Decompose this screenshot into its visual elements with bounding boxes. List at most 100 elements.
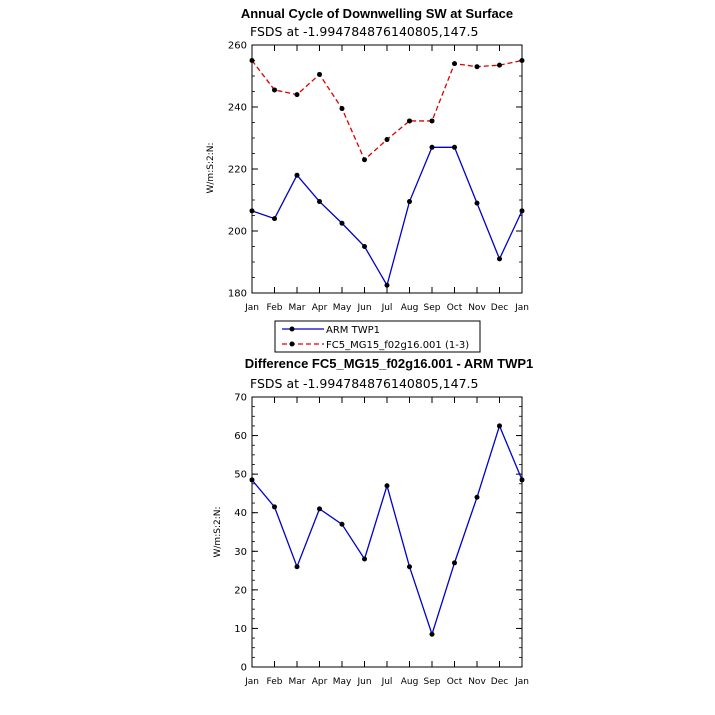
y-tick-label: 10 bbox=[234, 624, 247, 635]
x-tick-label: Jan bbox=[514, 303, 529, 313]
x-tick-label: Apr bbox=[312, 677, 328, 687]
chart1-point-0-11 bbox=[497, 256, 502, 262]
chart1-point-1-12 bbox=[519, 58, 525, 63]
chart2-point-0-10 bbox=[474, 494, 480, 500]
x-tick-label: Nov bbox=[468, 677, 486, 687]
chart1-axes: 180 200 220 240 260 Jan Feb Mar Apr May Jun Jul Aug S… bbox=[228, 41, 529, 314]
chart2-series-line-0 bbox=[251, 424, 523, 637]
chart2-frame bbox=[251, 396, 523, 668]
x-tick-label: Feb bbox=[267, 677, 283, 687]
chart2-point-0-5 bbox=[362, 556, 367, 562]
chart1-point-0-9 bbox=[452, 144, 457, 150]
x-tick-label: Jun bbox=[356, 303, 371, 313]
chart1-point-1-8 bbox=[429, 118, 435, 124]
chart1-point-0-1 bbox=[272, 216, 277, 222]
chart1-series bbox=[249, 58, 525, 288]
x-tick-label: Jan bbox=[244, 677, 259, 687]
chart-annual-cycle: Annual Cycle of Downwelling SW at Surfac… bbox=[206, 6, 529, 353]
chart1-point-1-5 bbox=[362, 157, 367, 163]
x-tick-label: Dec bbox=[491, 303, 508, 313]
x-tick-label: Sep bbox=[424, 677, 441, 687]
y-tick-label: 30 bbox=[234, 547, 247, 558]
chart1-point-0-2 bbox=[294, 172, 300, 178]
chart1-title: Annual Cycle of Downwelling SW at Surfac… bbox=[241, 6, 513, 21]
chart1-point-0-5 bbox=[362, 244, 367, 249]
y-tick-label: 200 bbox=[228, 227, 247, 238]
chart1-subtitle: FSDS at -1.994784876140805,147.5 bbox=[250, 24, 478, 39]
x-tick-label: Feb bbox=[267, 303, 283, 313]
chart-difference: Difference FC5_MG15_f02g16.001 - ARM TWP… bbox=[213, 356, 533, 687]
chart1-series-line-1 bbox=[251, 59, 523, 161]
chart2-point-0-12 bbox=[519, 477, 525, 483]
chart1-point-0-6 bbox=[384, 282, 390, 288]
y-tick-label: 20 bbox=[234, 585, 247, 596]
chart1-point-1-0 bbox=[249, 58, 255, 63]
chart2-point-0-1 bbox=[272, 504, 277, 510]
legend-label-fc5: FC5_MG15_f02g16.001 (1-3) bbox=[326, 340, 469, 351]
x-tick-label: Aug bbox=[401, 677, 419, 687]
chart1-point-1-7 bbox=[407, 118, 412, 124]
chart1-point-0-3 bbox=[317, 199, 322, 205]
chart1-point-1-2 bbox=[294, 92, 300, 98]
x-tick-label: Oct bbox=[447, 303, 463, 313]
legend-label-arm: ARM TWP1 bbox=[326, 325, 380, 336]
chart2-point-0-2 bbox=[294, 564, 300, 570]
chart1-point-0-4 bbox=[339, 220, 345, 226]
x-tick-label: Jul bbox=[381, 677, 393, 687]
y-tick-label: 60 bbox=[234, 431, 247, 442]
chart1-point-0-12 bbox=[519, 208, 525, 214]
legend-marker-arm bbox=[289, 326, 295, 332]
chart1-point-0-8 bbox=[429, 144, 435, 150]
chart2-subtitle: FSDS at -1.994784876140805,147.5 bbox=[250, 376, 478, 391]
chart2-ylabel: W/m:S:2:N: bbox=[213, 507, 223, 558]
chart2-point-0-3 bbox=[317, 506, 322, 512]
x-tick-label: Mar bbox=[289, 677, 306, 687]
x-tick-label: Mar bbox=[289, 303, 306, 313]
chart1-point-1-4 bbox=[339, 106, 345, 112]
x-tick-label: Jul bbox=[381, 303, 393, 313]
x-tick-label: Aug bbox=[401, 303, 419, 313]
x-tick-label: Nov bbox=[468, 303, 486, 313]
chart1-point-1-6 bbox=[384, 137, 390, 143]
chart1-point-1-10 bbox=[474, 64, 480, 70]
chart1-point-0-0 bbox=[249, 208, 255, 214]
chart1-point-0-7 bbox=[407, 199, 412, 205]
chart2-point-0-9 bbox=[452, 560, 457, 566]
chart2-point-0-6 bbox=[384, 483, 390, 489]
x-tick-label: May bbox=[333, 303, 352, 313]
y-tick-label: 220 bbox=[228, 165, 247, 176]
x-tick-label: Jan bbox=[244, 303, 259, 313]
x-tick-label: Dec bbox=[491, 677, 508, 687]
chart1-point-1-3 bbox=[317, 71, 322, 77]
chart2-point-0-0 bbox=[249, 477, 255, 483]
y-tick-label: 260 bbox=[228, 41, 247, 52]
chart1-point-1-1 bbox=[272, 87, 277, 93]
x-tick-label: May bbox=[333, 677, 352, 687]
x-tick-label: Sep bbox=[424, 303, 441, 313]
x-tick-label: Oct bbox=[447, 677, 463, 687]
chart1-ylabel: W/m:S:2:N: bbox=[206, 143, 216, 194]
chart2-point-0-8 bbox=[429, 631, 435, 637]
chart2-point-0-7 bbox=[407, 564, 412, 570]
chart2-axes: 0 10 20 30 40 50 60 70 Jan Feb Mar Apr May Jun Jul Aug S… bbox=[234, 393, 529, 688]
legend-marker-fc5 bbox=[289, 341, 295, 347]
chart2-title: Difference FC5_MG15_f02g16.001 - ARM TWP… bbox=[245, 356, 534, 371]
chart2-point-0-4 bbox=[339, 521, 345, 527]
legend-box bbox=[274, 320, 481, 353]
chart1-frame bbox=[251, 44, 523, 294]
chart1-series-line-0 bbox=[251, 146, 523, 287]
y-tick-label: 0 bbox=[241, 663, 247, 674]
chart2-point-0-11 bbox=[497, 423, 502, 429]
chart1-point-1-9 bbox=[452, 61, 457, 67]
x-tick-label: Jan bbox=[514, 677, 529, 687]
x-tick-label: Apr bbox=[312, 303, 328, 313]
chart1-point-1-11 bbox=[497, 62, 502, 68]
chart2-series bbox=[249, 423, 525, 637]
y-tick-label: 180 bbox=[228, 289, 247, 300]
chart1-legend: ARM TWP1 FC5_MG15_f02g16.001 (1-3) bbox=[274, 320, 481, 353]
y-tick-label: 50 bbox=[234, 470, 247, 481]
y-tick-label: 40 bbox=[234, 508, 247, 519]
chart1-point-0-10 bbox=[474, 200, 480, 206]
y-tick-label: 240 bbox=[228, 103, 247, 114]
